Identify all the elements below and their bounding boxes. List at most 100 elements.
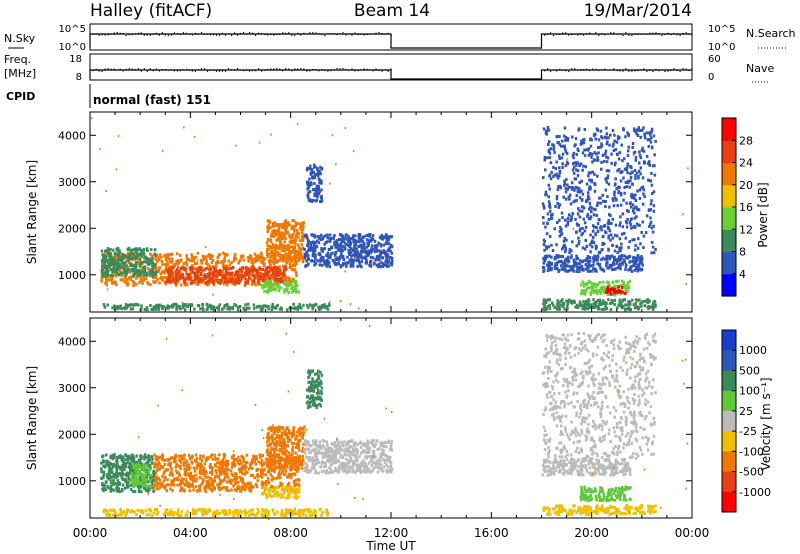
scatter-cell bbox=[210, 453, 214, 457]
status-trace-dot bbox=[366, 68, 368, 70]
scatter-cell bbox=[306, 254, 310, 258]
scatter-cell bbox=[273, 246, 277, 250]
status-trace-dot bbox=[276, 33, 278, 35]
scatter-cell bbox=[284, 265, 288, 269]
scatter-cell bbox=[589, 293, 592, 296]
scatter-cell bbox=[105, 283, 109, 287]
scatter-cell bbox=[319, 233, 323, 237]
scatter-cell bbox=[609, 233, 613, 237]
scatter-cell bbox=[217, 306, 220, 310]
scatter-cell bbox=[550, 262, 553, 266]
scatter-cell bbox=[126, 282, 130, 285]
scatter-cell bbox=[265, 269, 268, 273]
scatter-cell bbox=[277, 471, 281, 475]
scatter-cell bbox=[273, 252, 276, 256]
scatter-cell bbox=[306, 244, 310, 248]
scatter-cell bbox=[280, 245, 284, 249]
scatter-cell bbox=[127, 259, 130, 263]
scatter-cell bbox=[609, 308, 613, 312]
scatter-cell bbox=[275, 265, 278, 269]
scatter-cell bbox=[124, 307, 127, 311]
scatter-cell bbox=[284, 267, 288, 271]
scatter-cell bbox=[554, 167, 558, 171]
scatter-cell bbox=[243, 472, 247, 476]
scatter-cell bbox=[353, 238, 357, 242]
scatter-cell bbox=[386, 253, 390, 257]
scatter-cell bbox=[578, 265, 581, 269]
scatter-cell bbox=[246, 279, 250, 283]
scatter-cell bbox=[570, 301, 574, 305]
scatter-cell bbox=[563, 134, 566, 138]
scatter-cell bbox=[599, 129, 603, 133]
scatter-cell bbox=[605, 180, 608, 184]
scatter-cell bbox=[309, 181, 313, 185]
scatter-cell bbox=[322, 259, 325, 263]
scatter-cell bbox=[578, 181, 581, 184]
scatter-cell bbox=[547, 307, 550, 310]
scatter-cell bbox=[341, 255, 344, 259]
scatter-cell bbox=[331, 251, 334, 255]
scatter-cell bbox=[600, 167, 603, 171]
scatter-cell bbox=[237, 281, 241, 285]
scatter-cell bbox=[591, 287, 595, 291]
scatter-cell bbox=[297, 222, 300, 226]
scatter-cell bbox=[372, 247, 376, 251]
scatter-cell bbox=[597, 146, 600, 150]
scatter-cell bbox=[219, 479, 223, 483]
scatter-cell bbox=[259, 255, 262, 259]
scatter-cell bbox=[286, 255, 290, 259]
scatter-cell bbox=[317, 241, 321, 245]
scatter-cell bbox=[581, 168, 584, 172]
scatter-cell bbox=[555, 266, 559, 270]
scatter-cell bbox=[162, 485, 166, 489]
status-trace-dot bbox=[553, 69, 555, 71]
scatter-cell bbox=[555, 262, 558, 265]
scatter-cell bbox=[182, 306, 185, 310]
scatter-cell bbox=[216, 256, 219, 259]
scatter-cell bbox=[578, 270, 581, 273]
scatter-cell bbox=[614, 233, 617, 237]
scatter-cell bbox=[312, 171, 315, 174]
scatter-cell bbox=[613, 139, 616, 143]
scatter-cell bbox=[626, 131, 629, 135]
scatter-cell bbox=[559, 186, 563, 190]
scatter-cell bbox=[163, 276, 166, 280]
scatter-cell bbox=[271, 475, 274, 479]
status-trace-dot bbox=[158, 70, 160, 72]
status-trace-dot bbox=[616, 33, 618, 35]
scatter-cell bbox=[303, 247, 306, 251]
scatter-cell bbox=[197, 278, 200, 282]
scatter-cell bbox=[563, 179, 566, 183]
scatter-cell bbox=[275, 476, 278, 480]
scatter-cell bbox=[581, 226, 584, 230]
scatter-cell bbox=[304, 264, 307, 268]
scatter-cell bbox=[274, 277, 277, 281]
scatter-cell bbox=[641, 176, 645, 180]
scatter-cell bbox=[226, 476, 230, 479]
scatter-cell bbox=[379, 251, 383, 255]
scatter-cell bbox=[580, 139, 583, 143]
scatter-cell bbox=[268, 261, 271, 265]
scatter-cell bbox=[375, 258, 378, 262]
scatter-cell bbox=[616, 290, 620, 294]
scatter-cell bbox=[379, 253, 382, 257]
scatter-cell bbox=[569, 265, 572, 268]
status-trace-dot bbox=[565, 32, 567, 34]
scatter-cell bbox=[299, 239, 302, 243]
scatter-cell bbox=[234, 472, 237, 475]
scatter-cell bbox=[224, 469, 228, 473]
scatter-cell bbox=[651, 164, 655, 168]
scatter-cell bbox=[586, 258, 589, 261]
scatter-cell bbox=[580, 283, 583, 287]
scatter-cell bbox=[157, 269, 161, 273]
scatter-cell bbox=[263, 257, 267, 261]
scatter-cell bbox=[389, 235, 393, 239]
scatter-cell bbox=[320, 188, 323, 192]
scatter-cell bbox=[320, 263, 324, 267]
freq-panel-frame bbox=[89, 53, 693, 81]
status-trace-dot bbox=[306, 33, 308, 35]
scatter-cell bbox=[313, 259, 316, 263]
scatter-cell bbox=[602, 199, 605, 203]
scatter-cell bbox=[266, 228, 270, 232]
scatter-cell bbox=[584, 225, 588, 229]
